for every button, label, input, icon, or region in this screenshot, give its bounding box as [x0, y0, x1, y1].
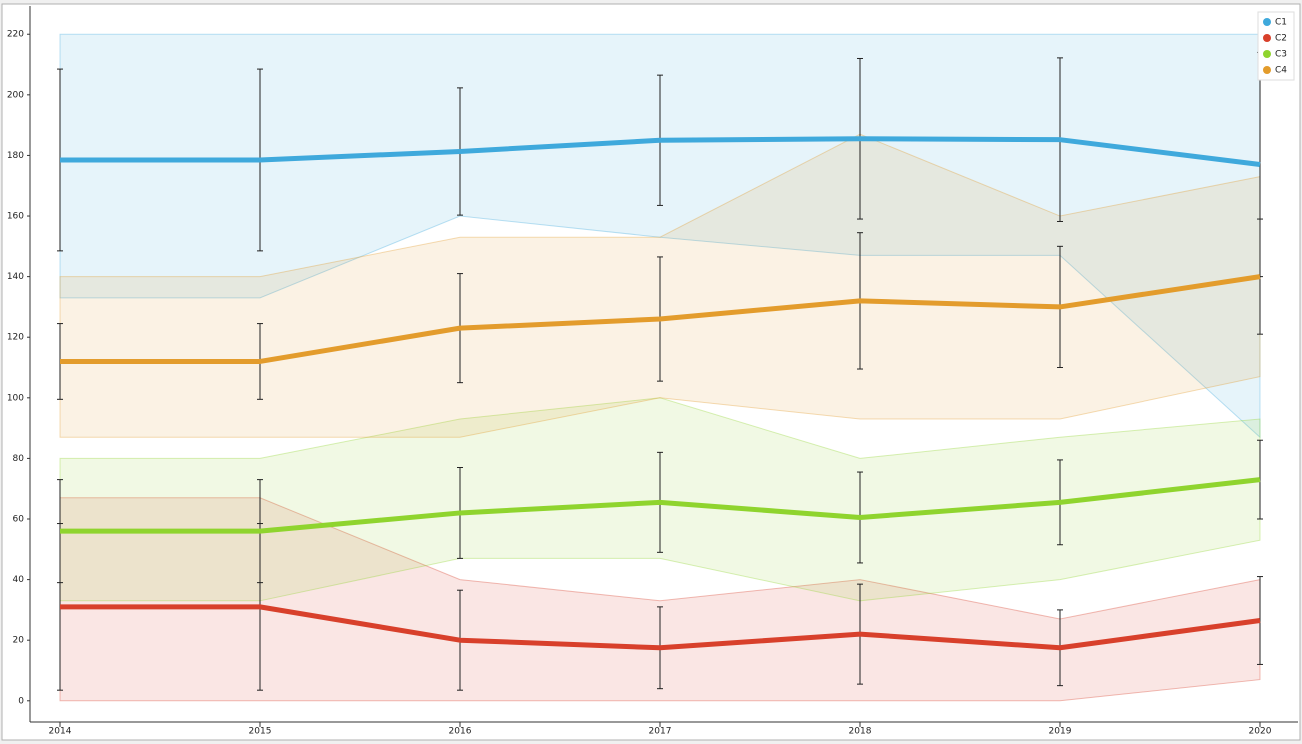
series-line	[60, 136, 1261, 167]
y-tick-label: 160	[7, 212, 24, 222]
y-tick-label: 140	[7, 272, 24, 282]
x-tick-label: 2014	[49, 727, 72, 737]
y-tick-label: 20	[13, 636, 25, 646]
x-tick-label: 2017	[649, 727, 672, 737]
series-line	[60, 477, 1261, 534]
series-line	[60, 274, 1261, 364]
y-tick-label: 80	[13, 454, 25, 464]
legend-swatch	[1263, 50, 1271, 58]
y-tick-label: 0	[18, 696, 24, 706]
legend-swatch	[1263, 18, 1271, 26]
band	[59, 33, 1261, 439]
series-line	[60, 604, 1261, 651]
plot-frame	[1, 3, 1301, 741]
error-bar	[1257, 576, 1263, 665]
legend-swatch	[1263, 66, 1271, 74]
x-tick-label: 2019	[1049, 727, 1072, 737]
y-tick-label: 60	[13, 515, 25, 525]
legend-label: C4	[1275, 66, 1287, 76]
x-tick-label: 2015	[249, 727, 272, 737]
legend-label: C3	[1275, 50, 1287, 60]
y-tick-label: 220	[7, 30, 24, 40]
legend-label: C2	[1275, 34, 1287, 44]
legend-label: C1	[1275, 18, 1287, 28]
y-tick-label: 100	[7, 393, 24, 403]
legend-swatch	[1263, 34, 1271, 42]
x-tick-label: 2018	[849, 727, 872, 737]
x-tick-label: 2020	[1249, 727, 1272, 737]
y-tick-label: 180	[7, 151, 24, 161]
y-tick-label: 200	[7, 90, 24, 100]
x-tick-label: 2016	[449, 727, 472, 737]
band	[59, 497, 1261, 702]
y-tick-label: 120	[7, 333, 24, 343]
y-tick-label: 40	[13, 575, 25, 585]
